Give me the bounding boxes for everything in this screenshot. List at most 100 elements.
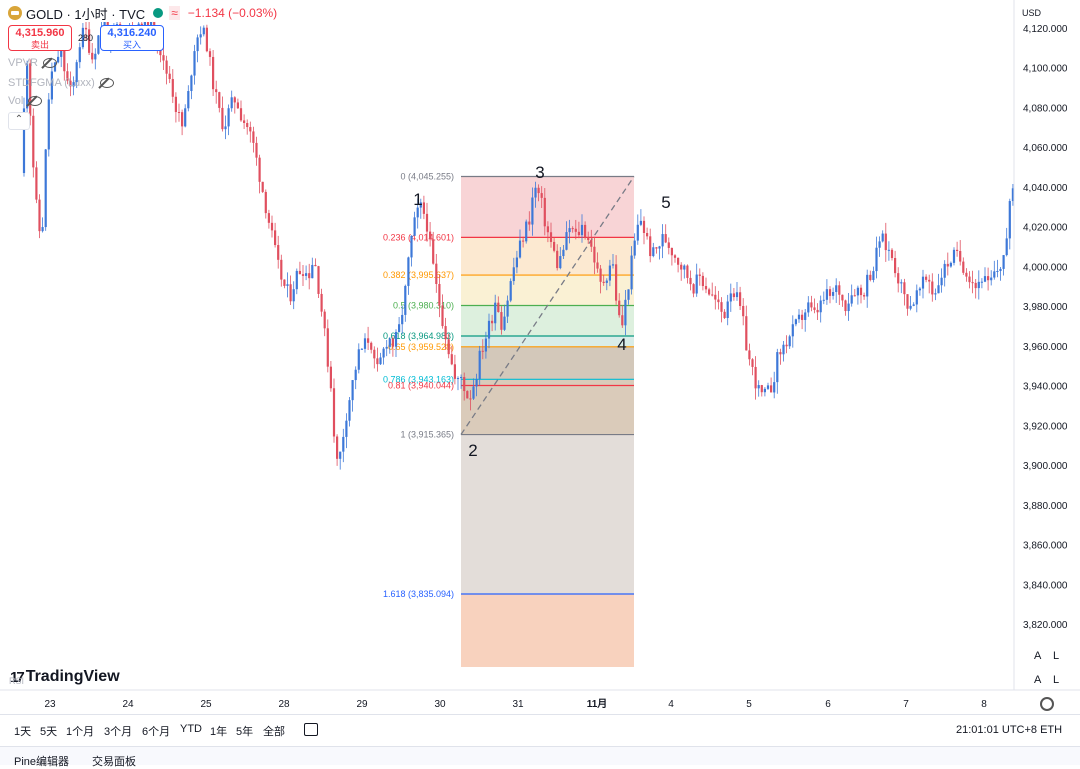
candle-body: [856, 287, 859, 296]
tf-1d[interactable]: 1天: [14, 726, 32, 738]
candle-body: [432, 239, 435, 264]
x-tick-label: 23: [44, 699, 56, 710]
candle-body: [543, 197, 546, 227]
candle-body: [658, 246, 661, 249]
tf-1y[interactable]: 1年: [210, 726, 228, 738]
candle-body: [627, 289, 630, 300]
currency-label[interactable]: USD: [1022, 8, 1042, 18]
hide-eye-icon[interactable]: [99, 78, 114, 88]
hide-eye-icon[interactable]: [42, 58, 57, 68]
candle-body: [580, 224, 584, 236]
y-tick-label: 3,980.000: [1023, 302, 1068, 313]
candle-body: [336, 436, 339, 459]
candle-body: [918, 288, 921, 291]
indicator-vpvr[interactable]: VPVR: [8, 57, 57, 69]
symbol-header[interactable]: GOLD · 1小时 · TVC ≈ −1.134 (−0.03%): [8, 4, 278, 22]
chevron-up-icon[interactable]: ⌃: [8, 112, 30, 130]
candle-body: [44, 149, 47, 228]
candle-body: [444, 326, 447, 340]
candle-body: [698, 274, 701, 276]
candle-body: [946, 263, 949, 267]
candle-body: [196, 37, 199, 52]
fib-level-label: 0.236 (4,014.601): [383, 232, 454, 242]
candle-body: [664, 234, 667, 243]
candle-body: [184, 108, 187, 127]
indicator-vol[interactable]: Vol: [8, 95, 43, 107]
candle-body: [286, 284, 289, 286]
tab-pine-editor[interactable]: Pine编辑器: [14, 756, 70, 768]
fib-retracement: 0 (4,045.255) 0.236 (4,014.601) 0.382 (3,9…: [383, 171, 635, 667]
tf-all[interactable]: 全部: [263, 726, 285, 738]
candle-body: [264, 191, 267, 214]
candle-body: [66, 71, 69, 81]
symbol-title[interactable]: GOLD · 1小时 · TVC: [26, 6, 146, 22]
indicator-stdfgma[interactable]: STDFGMA (Luxx): [8, 77, 114, 89]
candle-body: [624, 299, 627, 326]
candle-body: [72, 82, 75, 87]
fib-band-overlay: [461, 346, 634, 435]
candle-body: [537, 187, 540, 194]
fib-level-label: 0.382 (3,995.637): [383, 270, 454, 280]
candle-body: [429, 231, 432, 240]
candle-body: [574, 228, 577, 232]
tf-5d[interactable]: 5天: [40, 726, 58, 738]
candle-body: [832, 292, 835, 296]
candle-body: [311, 264, 314, 279]
session-text: ETH: [1040, 724, 1063, 736]
log-scale-button-2[interactable]: L: [1053, 674, 1060, 686]
candle-body: [825, 289, 828, 300]
hide-eye-icon[interactable]: [28, 96, 43, 106]
candle-body: [822, 299, 825, 301]
candle-body: [22, 108, 26, 174]
indicator-label: STDFGMA (Luxx): [8, 77, 95, 89]
candle-body: [890, 249, 894, 259]
x-tick-label: 24: [122, 699, 134, 710]
candle-body: [704, 286, 708, 290]
candle-body: [481, 350, 484, 352]
candle-body: [500, 312, 503, 330]
log-scale-button[interactable]: L: [1053, 650, 1060, 662]
x-tick-label: 31: [512, 699, 524, 710]
candle-body: [447, 339, 450, 355]
candle-body: [897, 273, 900, 284]
tf-6m[interactable]: 6个月: [142, 726, 171, 738]
fib-band-extension: [461, 594, 634, 667]
candle-body: [881, 233, 884, 242]
y-tick-label: 4,000.000: [1023, 262, 1068, 273]
calendar-icon[interactable]: [304, 723, 318, 736]
tf-1m[interactable]: 1个月: [66, 726, 95, 738]
candle-body: [621, 315, 624, 326]
tf-ytd[interactable]: YTD: [180, 723, 202, 735]
auto-scale-button[interactable]: A: [1034, 650, 1042, 662]
y-tick-label: 3,840.000: [1023, 580, 1068, 591]
sell-button[interactable]: 4,315.960 卖出: [8, 25, 72, 51]
tf-3m[interactable]: 3个月: [104, 726, 133, 738]
candle-body: [760, 385, 763, 393]
rsi-label: RSI: [9, 676, 25, 686]
candle-body: [797, 314, 801, 320]
candle-body: [314, 264, 317, 267]
gear-icon[interactable]: [1040, 697, 1054, 711]
candle-body: [549, 232, 553, 242]
buy-button[interactable]: 4,316.240 买入: [100, 25, 164, 51]
time-axis: 23 24 25 28 29 30 31 11月 4 5 6 7 8: [0, 689, 1080, 714]
candle-body: [199, 34, 202, 38]
candle-body: [677, 257, 680, 265]
candle-body: [63, 49, 66, 72]
candle-body: [965, 272, 968, 277]
candle-body: [773, 382, 776, 393]
candle-body: [813, 307, 816, 310]
candle-body: [215, 89, 218, 93]
auto-scale-button-2[interactable]: A: [1034, 674, 1042, 686]
spread-value: 280: [78, 33, 94, 43]
candle-body: [794, 319, 797, 325]
candle-body: [999, 268, 1002, 271]
candle-body: [878, 241, 881, 248]
tab-trading-panel[interactable]: 交易面板: [92, 756, 136, 768]
clock[interactable]: 21:01:01 UTC+8 ETH: [956, 724, 1062, 736]
candle-body: [853, 295, 856, 297]
price-chart[interactable]: 0 (4,045.255) 0.236 (4,014.601) 0.382 (3,9…: [0, 0, 1080, 714]
candle-body: [472, 386, 475, 399]
tf-5y[interactable]: 5年: [236, 726, 254, 738]
x-tick-label: 5: [746, 699, 752, 710]
